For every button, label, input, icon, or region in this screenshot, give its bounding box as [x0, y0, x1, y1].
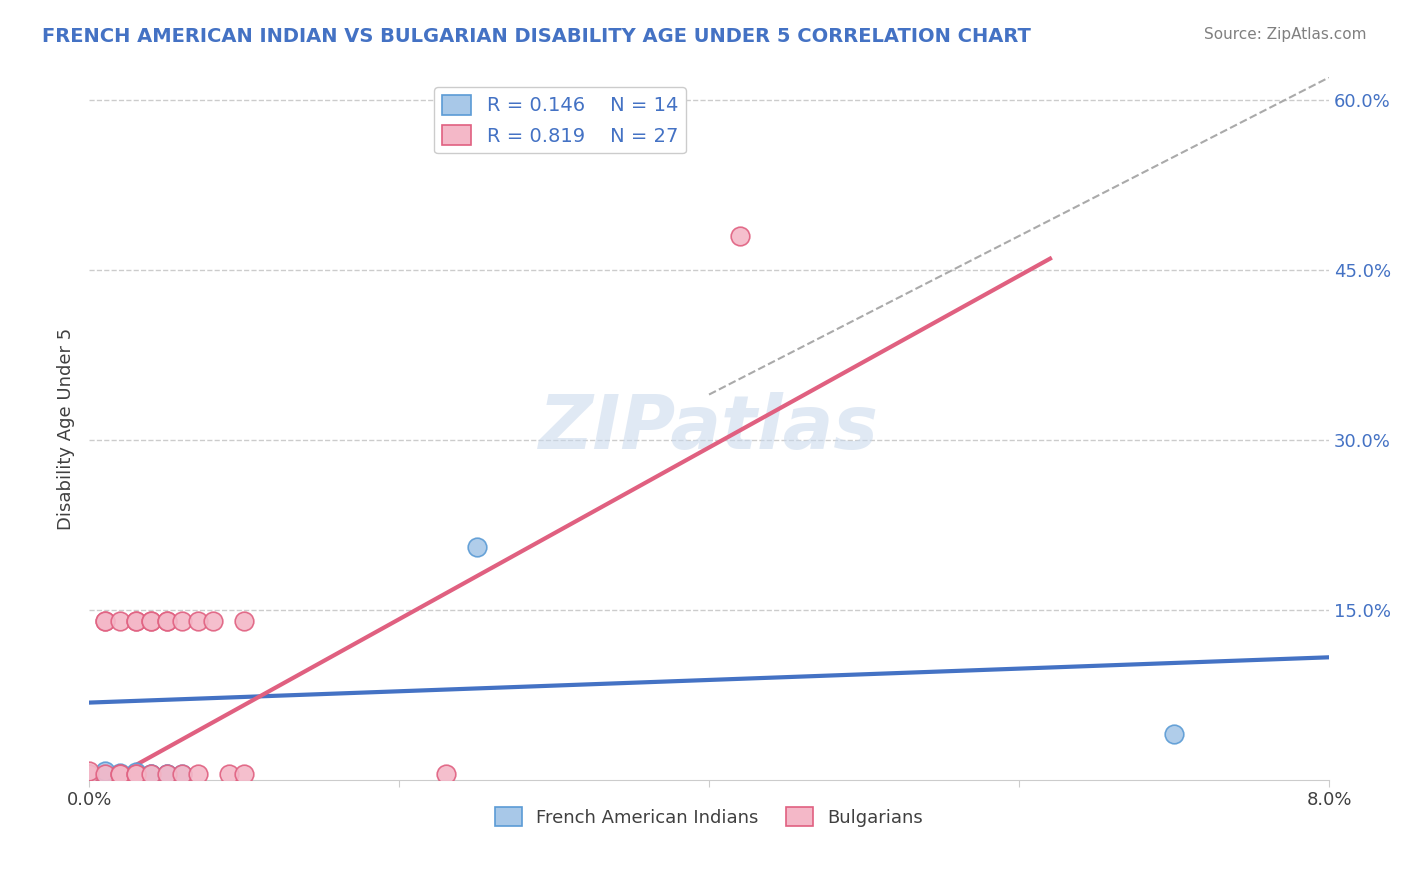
Point [93, 767, 115, 781]
Point [155, 767, 177, 781]
Point [93, 764, 115, 778]
Text: ZIPatlas: ZIPatlas [538, 392, 879, 465]
Point [93, 614, 115, 628]
Text: FRENCH AMERICAN INDIAN VS BULGARIAN DISABILITY AGE UNDER 5 CORRELATION CHART: FRENCH AMERICAN INDIAN VS BULGARIAN DISA… [42, 27, 1031, 45]
Point [218, 767, 240, 781]
Point [170, 767, 193, 781]
Point [187, 767, 209, 781]
Point [124, 764, 146, 779]
Point [124, 614, 146, 628]
Point [202, 614, 225, 628]
Point [77, 767, 100, 781]
Point [728, 229, 751, 244]
Point [93, 767, 115, 781]
Point [108, 765, 131, 780]
Point [93, 614, 115, 628]
Point [124, 767, 146, 781]
Point [108, 767, 131, 781]
Point [155, 767, 177, 781]
Point [187, 614, 209, 628]
Point [434, 767, 457, 781]
Text: Source: ZipAtlas.com: Source: ZipAtlas.com [1204, 27, 1367, 42]
Point [1163, 727, 1185, 741]
Point [108, 767, 131, 781]
Point [233, 614, 256, 628]
Point [139, 767, 162, 781]
Point [233, 767, 256, 781]
Point [77, 764, 100, 778]
Y-axis label: Disability Age Under 5: Disability Age Under 5 [58, 327, 75, 530]
Point [155, 614, 177, 628]
Point [170, 767, 193, 781]
Point [170, 614, 193, 628]
Point [155, 614, 177, 628]
Point [139, 614, 162, 628]
Point [108, 767, 131, 781]
Point [139, 614, 162, 628]
Point [124, 614, 146, 628]
Point [139, 767, 162, 781]
Point [124, 767, 146, 781]
Point [465, 541, 488, 555]
Point [108, 614, 131, 628]
Legend: French American Indians, Bulgarians: French American Indians, Bulgarians [488, 800, 931, 834]
Point [155, 767, 177, 781]
Point [77, 767, 100, 781]
Point [124, 767, 146, 781]
Point [139, 767, 162, 781]
